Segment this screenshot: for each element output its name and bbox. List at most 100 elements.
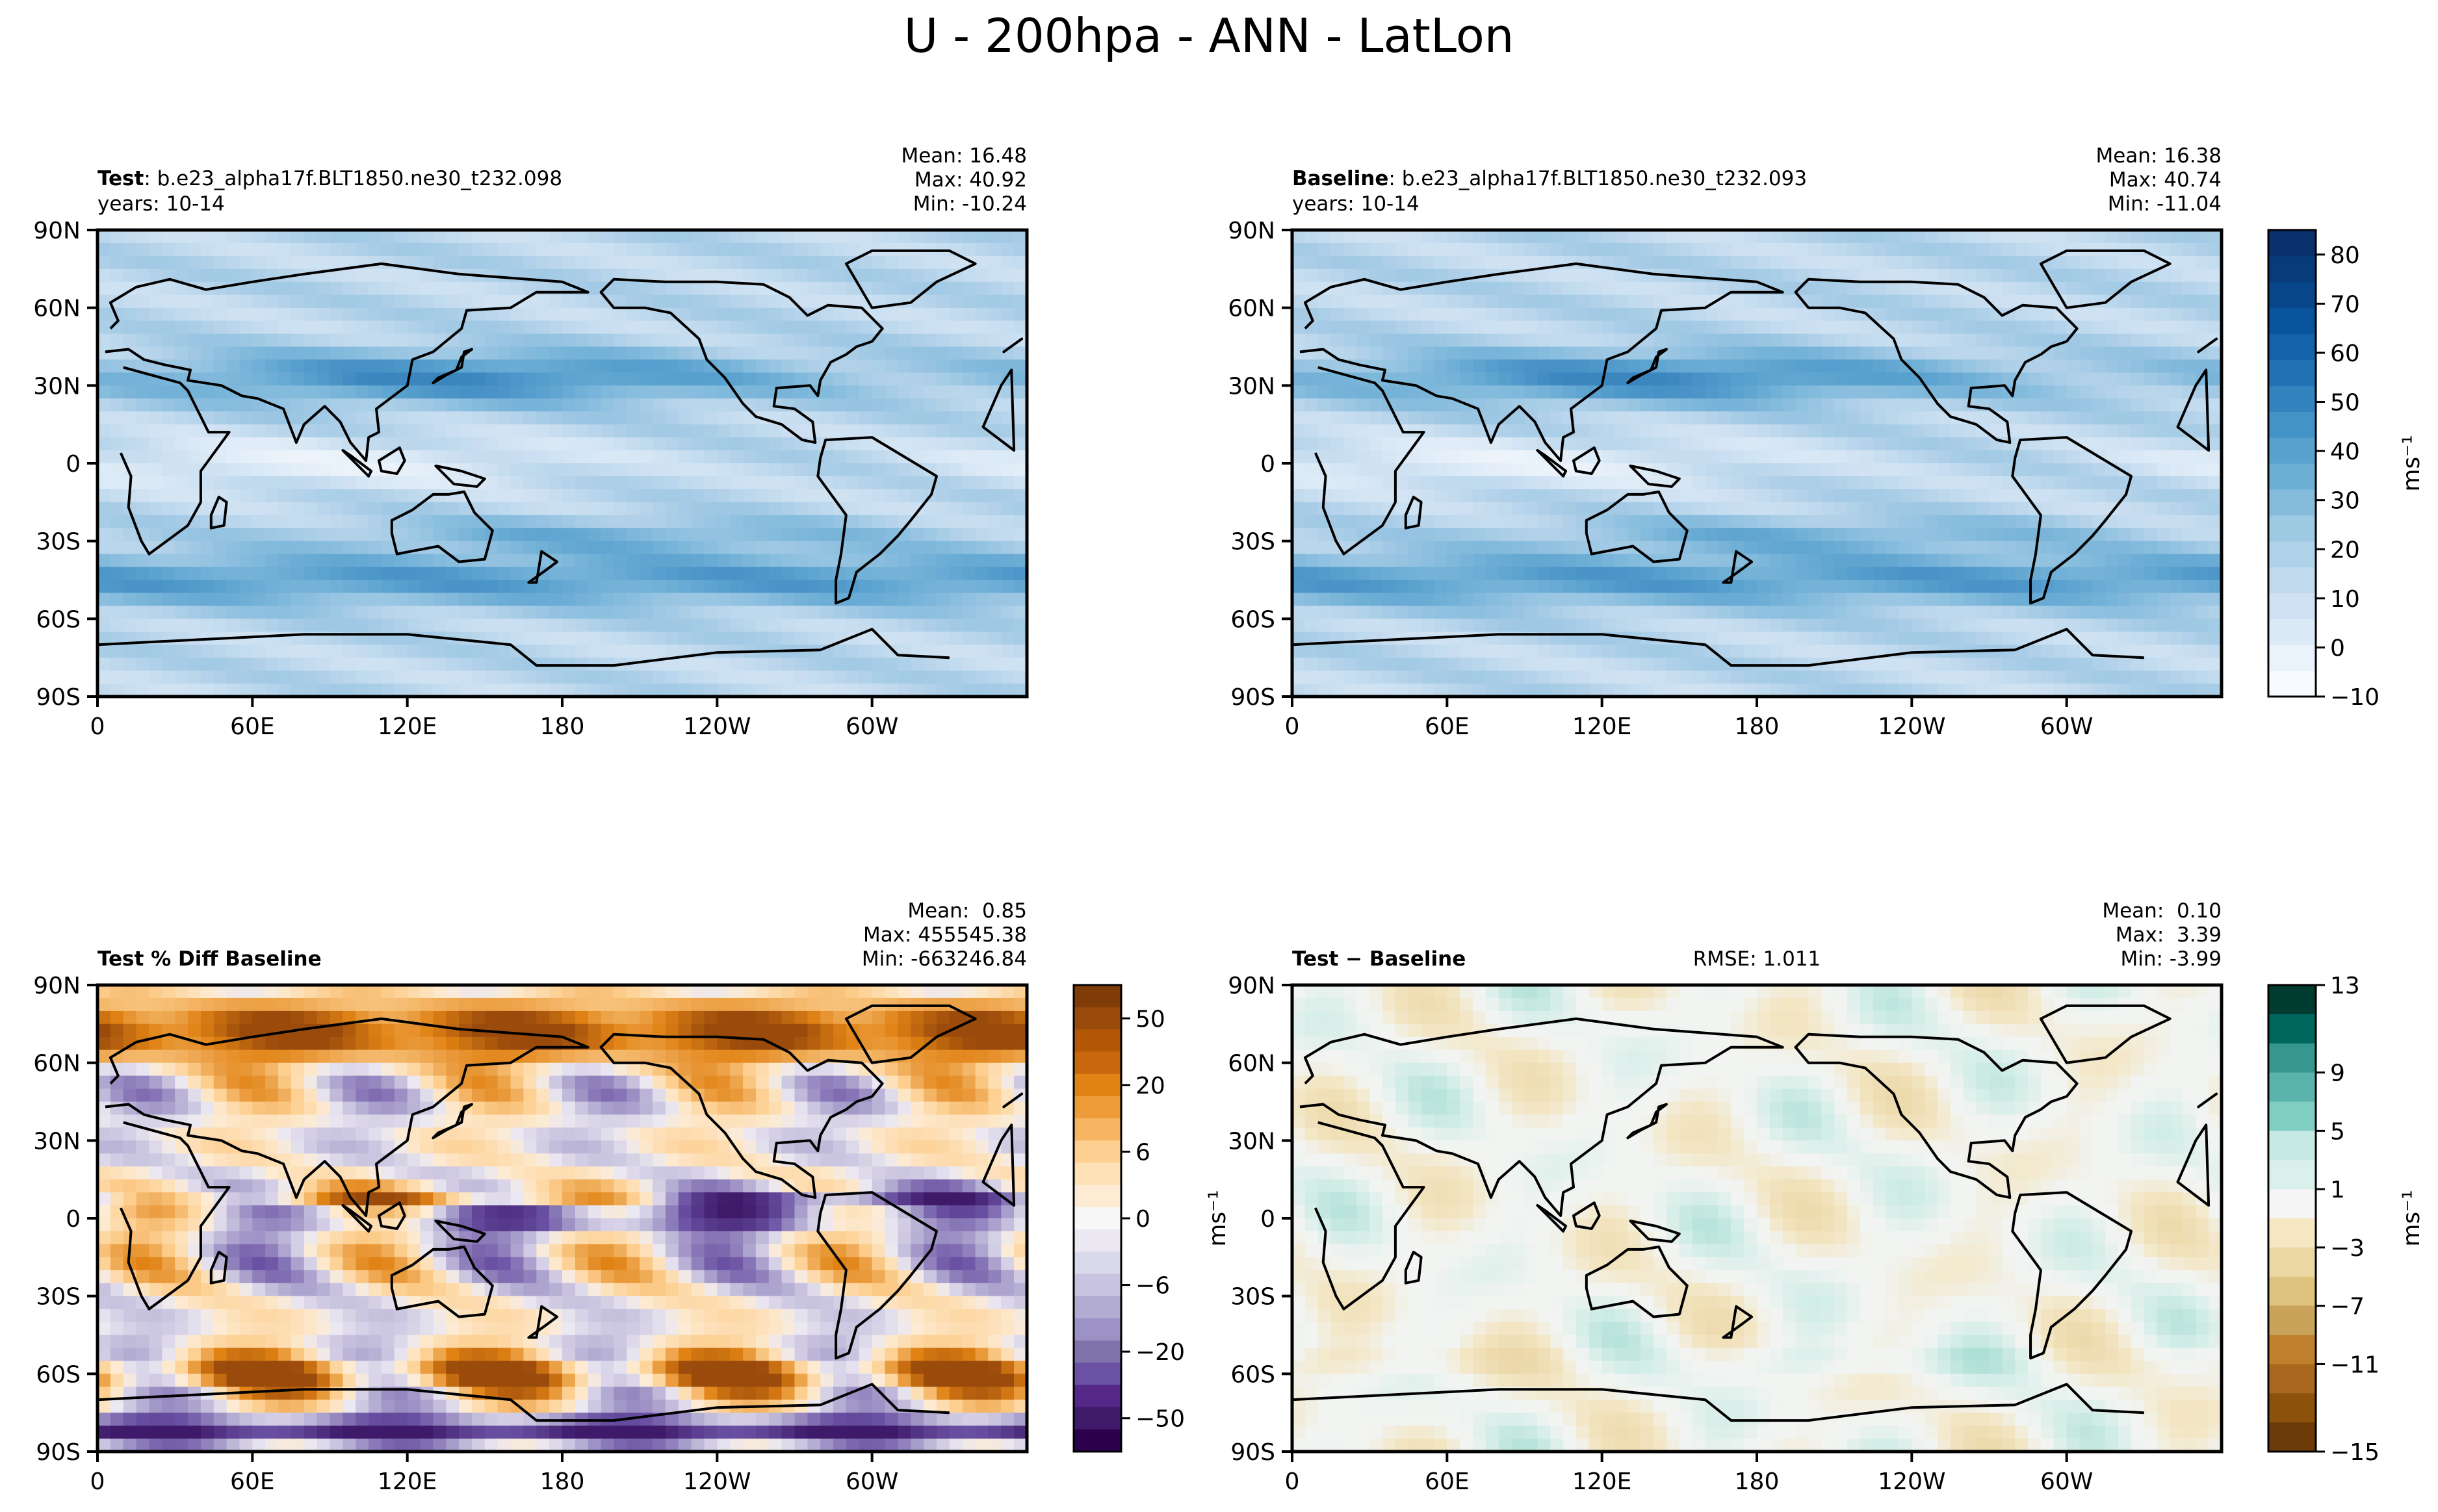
field-cell <box>2144 502 2158 516</box>
field-cell <box>1602 320 1616 335</box>
field-cell <box>1795 567 1809 581</box>
field-cell <box>252 346 266 361</box>
field-cell <box>343 580 357 594</box>
field-cell <box>1821 333 1835 348</box>
field-cell <box>1795 411 1809 425</box>
field-cell <box>1834 593 1848 607</box>
field-cell <box>1873 255 1887 270</box>
field-cell <box>653 593 666 607</box>
field-cell <box>2079 528 2094 542</box>
field-cell <box>2157 385 2171 399</box>
field-cell <box>1343 411 1358 425</box>
field-cell <box>691 268 705 283</box>
field-cell <box>1524 645 1538 658</box>
field-cell <box>2002 230 2016 244</box>
field-cell <box>356 541 369 555</box>
field-cell <box>962 632 976 645</box>
field-cell <box>433 502 447 516</box>
field-cell <box>265 307 279 322</box>
field-cell <box>885 645 899 658</box>
field-cell <box>549 268 563 283</box>
field-cell <box>1963 515 1977 529</box>
field-cell <box>1330 307 1345 322</box>
field-cell <box>97 554 111 568</box>
field-cell <box>1330 645 1345 658</box>
field-cell <box>549 502 563 516</box>
field-cell <box>1782 411 1796 425</box>
field-cell <box>1382 333 1396 348</box>
field-cell <box>794 489 809 503</box>
field-cell <box>1014 658 1027 671</box>
field-cell <box>2131 463 2145 477</box>
field-cell <box>381 593 395 607</box>
field-cell <box>1576 255 1590 270</box>
field-cell <box>575 619 589 632</box>
field-cell <box>975 502 989 516</box>
field-cell <box>704 359 718 374</box>
field-cell <box>1950 606 1964 620</box>
field-cell <box>356 230 369 244</box>
field-cell <box>730 294 744 309</box>
field-cell <box>807 606 822 620</box>
field-cell <box>1576 333 1590 348</box>
field-cell <box>1434 230 1448 244</box>
field-cell <box>885 619 899 632</box>
field-cell <box>1808 255 1822 270</box>
field-cell <box>304 398 318 412</box>
field-cell <box>446 515 460 529</box>
field-cell <box>213 385 227 399</box>
field-cell <box>239 294 253 309</box>
field-cell <box>1317 554 1332 568</box>
field-cell <box>343 502 357 516</box>
field-cell <box>937 398 950 412</box>
field-cell <box>1524 593 1538 607</box>
field-cell <box>162 684 175 697</box>
field-cell <box>1304 463 1319 477</box>
field-cell <box>162 320 175 335</box>
field-cell <box>1550 619 1564 632</box>
field-cell <box>420 437 434 451</box>
field-cell <box>898 398 912 412</box>
field-cell <box>394 281 408 296</box>
field-cell <box>911 515 924 529</box>
field-cell <box>988 268 1002 283</box>
field-cell <box>691 580 705 594</box>
field-cell <box>1014 645 1027 658</box>
field-cell <box>1821 619 1835 632</box>
field-cell <box>704 632 718 645</box>
field-cell <box>1014 684 1027 697</box>
field-cell <box>846 346 860 361</box>
field-cell <box>1292 463 1306 477</box>
field-cell <box>356 359 369 374</box>
field-cell <box>317 567 331 581</box>
field-cell <box>536 528 550 542</box>
field-cell <box>2040 502 2055 516</box>
field-cell <box>885 580 899 594</box>
field-cell <box>1369 242 1383 257</box>
field-cell <box>1615 450 1629 464</box>
field-cell <box>226 515 240 529</box>
field-cell <box>743 372 757 387</box>
field-cell <box>1304 606 1319 620</box>
field-cell <box>1989 463 2003 477</box>
field-cell <box>1976 541 1990 555</box>
field-cell <box>162 632 175 645</box>
field-cell <box>394 684 408 697</box>
panel-baseline: Baseline: b.e23_alpha17f.BLT1850.ne30_t2… <box>1228 144 2224 740</box>
field-cell <box>343 385 357 399</box>
field-cell <box>1692 567 1706 581</box>
field-cell <box>407 450 421 464</box>
field-cell <box>1343 294 1358 309</box>
field-cell <box>1524 333 1538 348</box>
field-cell <box>1485 593 1499 607</box>
field-cell <box>885 554 899 568</box>
field-cell <box>2131 554 2145 568</box>
field-cell <box>859 230 873 244</box>
field-cell <box>1705 281 1719 296</box>
field-cell <box>420 320 434 335</box>
field-cell <box>1640 307 1654 322</box>
field-cell <box>2183 502 2197 516</box>
field-cell <box>497 450 512 464</box>
field-cell <box>924 372 937 387</box>
field-cell <box>433 411 447 425</box>
